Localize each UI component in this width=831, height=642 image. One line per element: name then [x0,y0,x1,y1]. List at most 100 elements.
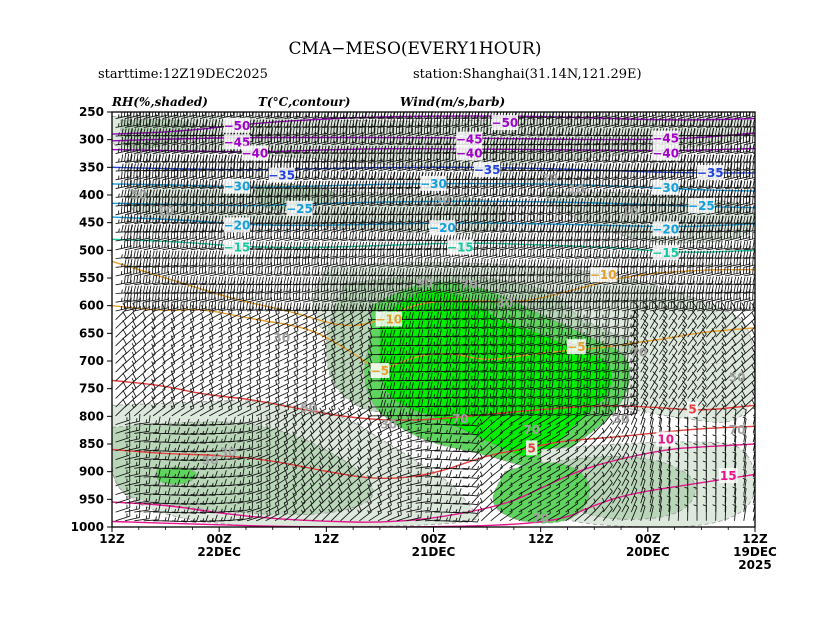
wind-barb [734,119,752,128]
wind-barb [181,189,199,198]
wind-barb [209,154,227,163]
wind-barb [246,169,263,181]
wind-barb [556,213,572,225]
wind-barb [481,212,497,225]
wind-barb [546,162,564,172]
wind-barb [368,135,385,146]
wind-barb [321,134,338,146]
wind-barb [303,180,321,190]
wind-barb [631,178,648,190]
wind-barb [171,162,189,172]
wind-barb [349,187,366,198]
wind-barb [537,116,553,128]
wind-barb [349,170,367,181]
wind-barb [256,161,273,172]
rh-label: 50 [434,194,451,208]
wind-barb [274,126,292,137]
rh-label: 70 [523,423,540,437]
wind-barb [171,196,188,207]
wind-barb [143,162,161,172]
wind-barb [190,179,208,190]
wind-barb [556,112,573,120]
wind-barb [246,188,264,198]
wind-barb [434,206,452,216]
wind-barb [378,186,394,198]
wind-barb [359,196,376,207]
wind-barb [359,186,376,198]
wind-barb [415,206,433,216]
wind-barb [725,179,742,190]
wind-barb [237,161,254,172]
temp-label: −35 [697,166,724,180]
wind-barb [228,195,244,207]
y-tick-label: 350 [79,160,104,174]
wind-barb [134,169,150,181]
wind-barb [640,117,657,128]
wind-barb [340,134,357,146]
wind-barb [134,178,151,190]
x-tick-label: 12Z [314,532,340,546]
wind-barb [556,163,574,172]
y-tick-label: 450 [79,216,104,230]
wind-barb [359,152,376,163]
y-tick-label: 800 [79,409,104,423]
wind-barb [537,171,555,181]
rh-label: 70 [729,423,746,437]
wind-barb [115,153,133,163]
wind-barb [434,117,451,128]
wind-barb [246,134,263,146]
wind-barb [321,112,339,120]
wind-barb [509,178,525,190]
wind-barb [162,204,178,216]
wind-barb [312,145,330,155]
wind-barb [331,160,347,172]
rh-label: 50 [130,188,147,202]
wind-barb [312,206,330,216]
wind-barb [546,170,564,181]
temp-label: −10 [375,313,402,327]
wind-barb [471,112,489,120]
wind-barb [612,128,630,137]
wind-barb [621,128,639,137]
wind-barb [678,162,695,172]
wind-barb [256,215,274,225]
wind-barb [312,195,329,207]
wind-barb [518,171,536,181]
wind-barb [490,178,507,190]
wind-barb [696,215,714,225]
wind-barb [153,162,170,172]
wind-barb [265,126,282,137]
wind-barb [528,151,544,163]
wind-barb [293,119,311,128]
wind-barb [574,152,592,163]
wind-barb [312,153,330,163]
wind-barb [199,154,217,163]
temp-label: −15 [224,241,251,255]
wind-barb [434,136,452,146]
wind-barb [396,145,414,155]
wind-barb [593,142,610,155]
wind-barb [406,171,424,181]
wind-barb [584,163,602,172]
wind-barb [303,126,320,137]
temp-label: −30 [420,177,447,191]
wind-barb [378,125,394,137]
wind-barb [678,134,695,146]
wind-barb [331,125,347,137]
wind-barb [378,196,395,207]
wind-barb [743,112,755,120]
wind-barb [368,171,386,181]
wind-barb [696,143,713,155]
wind-barb [134,214,151,225]
wind-barb [181,204,197,216]
wind-barb [396,125,413,137]
wind-barb [584,178,600,190]
wind-barb [453,206,470,216]
wind-barb [378,118,395,128]
wind-barb [687,179,704,190]
wind-barb [509,126,526,137]
wind-barb [246,161,263,172]
wind-barb [668,118,686,128]
wind-barb [153,117,170,128]
wind-barb [181,127,199,137]
